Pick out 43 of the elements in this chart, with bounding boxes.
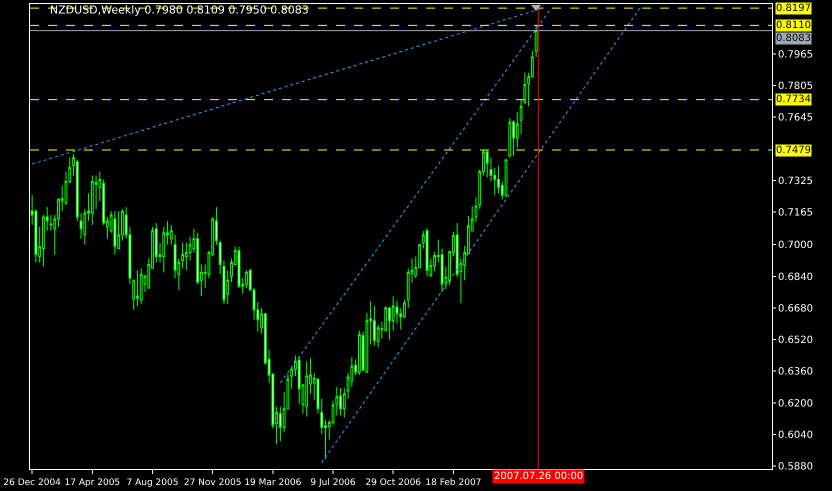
candlestick: [523, 72, 526, 105]
candlestick: [508, 118, 512, 158]
x-tick-label: 27 Nov 2005: [184, 478, 242, 488]
x-tick-label: 9 Jul 2006: [310, 478, 356, 488]
candlestick: [358, 330, 361, 376]
y-tick-label: 0.6840: [778, 272, 813, 283]
y-tick-label: 0.6040: [778, 430, 813, 441]
x-tick-label: 26 Dec 2004: [3, 478, 62, 488]
candlestick: [305, 360, 308, 418]
y-tick-label: 0.7805: [778, 81, 813, 92]
candlestick: [339, 387, 342, 416]
y-tick-label: 0.6680: [778, 303, 813, 314]
ref-line-label: 0.8110: [776, 20, 811, 31]
y-tick-label: 0.5880: [778, 462, 813, 473]
x-tick-label: 18 Feb 2007: [425, 478, 482, 488]
y-tick-label: 0.6360: [778, 366, 813, 378]
ref-line-label: 0.8197: [776, 3, 811, 14]
candlestick: [486, 149, 489, 178]
y-tick-label: 0.7325: [778, 176, 813, 187]
y-tick-label: 0.6200: [778, 398, 813, 410]
ref-line-label: 2007.07.26 00:00: [494, 471, 584, 482]
x-tick-label: 7 Aug 2005: [126, 478, 178, 488]
candlestick: [90, 175, 94, 226]
y-tick-label: 0.7965: [778, 50, 813, 60]
candlestick: [113, 210, 116, 256]
candlestick: [335, 386, 338, 416]
x-tick-label: 29 Oct 2006: [365, 478, 422, 488]
candlestick: [372, 305, 376, 346]
candlestick: [426, 227, 428, 277]
y-tick-label: 0.7165: [778, 208, 813, 219]
ref-line-label: 0.7479: [776, 145, 811, 156]
x-tick-label: 17 Apr 2005: [64, 478, 120, 488]
x-tick-label: 19 Mar 2006: [244, 478, 302, 488]
candlestick: [140, 268, 143, 304]
candlestick: [222, 260, 226, 304]
candlestick: [136, 270, 139, 306]
ref-line-label: 0.8083: [776, 33, 811, 44]
y-tick-label: 0.7645: [778, 112, 813, 124]
ref-line-label: 0.7734: [776, 94, 811, 105]
y-tick-label: 0.7000: [778, 240, 813, 252]
candlestick: [504, 159, 508, 198]
chart-title: NZDUSD,Weekly 0.7980 0.8109 0.7950 0.8083: [50, 4, 309, 17]
y-tick-label: 0.6520: [778, 335, 813, 346]
